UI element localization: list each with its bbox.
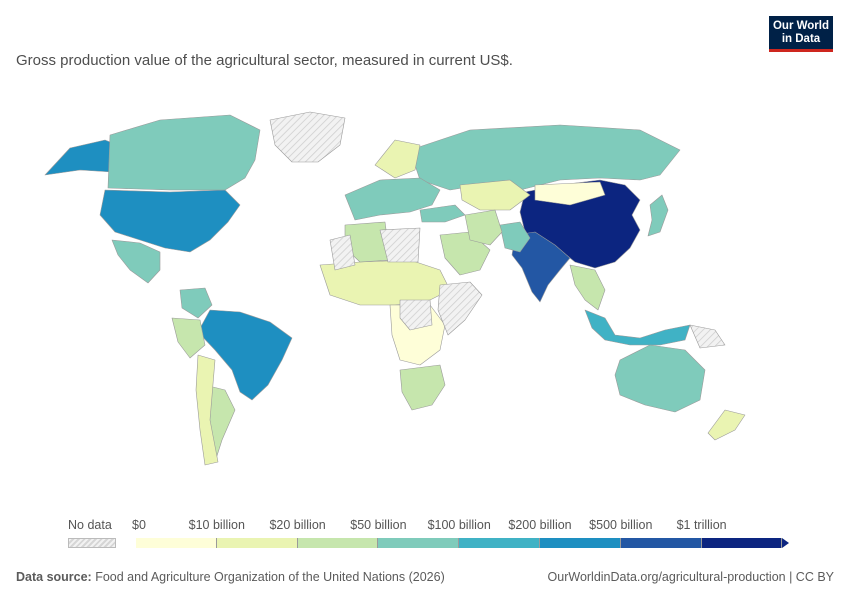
data-source-text[interactable]: Food and Agriculture Organization of the…: [95, 570, 445, 584]
country-europe[interactable]: [344, 177, 441, 221]
legend-no-data-label: No data: [68, 518, 112, 532]
country-southeast-asia[interactable]: [569, 264, 606, 311]
logo-line-2: in Data: [781, 33, 821, 45]
legend-bin-2[interactable]: [297, 538, 379, 548]
country-canada[interactable]: [107, 114, 261, 191]
country-sudan[interactable]: [379, 227, 421, 263]
country-united-states[interactable]: [99, 189, 241, 253]
country-kazakhstan[interactable]: [459, 179, 531, 211]
world-map: [44, 111, 746, 466]
country-mongolia[interactable]: [534, 181, 606, 206]
legend-bin-3[interactable]: [378, 538, 460, 548]
country-colombia[interactable]: [179, 287, 213, 319]
country-indonesia[interactable]: [584, 309, 691, 346]
country-scandinavia[interactable]: [374, 139, 421, 179]
country-andes[interactable]: [195, 354, 219, 466]
country-papua-new-guinea[interactable]: [689, 324, 726, 349]
country-pakistan[interactable]: [499, 221, 531, 253]
legend-tick-label: $200 billion: [508, 518, 572, 532]
country-southern-africa[interactable]: [399, 364, 446, 411]
legend-tick-label: $10 billion: [188, 518, 245, 532]
country-greenland[interactable]: [269, 111, 346, 163]
logo-line-1: Our World: [772, 20, 829, 32]
legend-no-data-swatch[interactable]: [68, 538, 116, 548]
country-australia[interactable]: [614, 344, 706, 413]
legend-tick-label: $20 billion: [269, 518, 326, 532]
legend-tick-label: $0: [132, 518, 146, 532]
color-legend: No data $0 $10 billion $20 billion $50 bill…: [0, 510, 850, 555]
country-sahara[interactable]: [329, 234, 356, 271]
country-turkey[interactable]: [419, 204, 466, 223]
country-japan[interactable]: [647, 194, 669, 237]
country-brazil[interactable]: [197, 309, 293, 401]
legend-arrow: [782, 538, 790, 548]
country-new-zealand[interactable]: [707, 409, 746, 441]
source-url[interactable]: OurWorldinData.org/agricultural-producti…: [547, 570, 834, 584]
country-peru[interactable]: [171, 317, 206, 359]
legend-bin-4[interactable]: [459, 538, 540, 548]
owid-logo[interactable]: Our World in Data: [769, 16, 833, 52]
data-source: Data source: Food and Agriculture Organi…: [16, 570, 445, 584]
country-iran[interactable]: [464, 209, 503, 246]
data-source-label: Data source:: [16, 570, 92, 584]
legend-bin-7[interactable]: [701, 538, 783, 548]
chart-subtitle: Gross production value of the agricultur…: [16, 52, 513, 69]
legend-tick-label: $100 billion: [427, 518, 491, 532]
legend-bin-5[interactable]: [540, 538, 621, 548]
country-afghanistan[interactable]: [399, 299, 433, 331]
legend-tick-label: $50 billion: [350, 518, 407, 532]
legend-tick-label: $500 billion: [589, 518, 653, 532]
legend-bin-1[interactable]: [216, 538, 298, 548]
legend-tick-label: $1 trillion: [676, 518, 727, 532]
legend-bin-0[interactable]: [136, 538, 217, 548]
legend-color-bar: [136, 538, 790, 548]
country-india[interactable]: [511, 231, 571, 303]
legend-bin-6[interactable]: [620, 538, 702, 548]
country-mexico[interactable]: [111, 239, 161, 284]
country-russia[interactable]: [409, 124, 681, 191]
country-horn-of-africa[interactable]: [437, 281, 483, 336]
